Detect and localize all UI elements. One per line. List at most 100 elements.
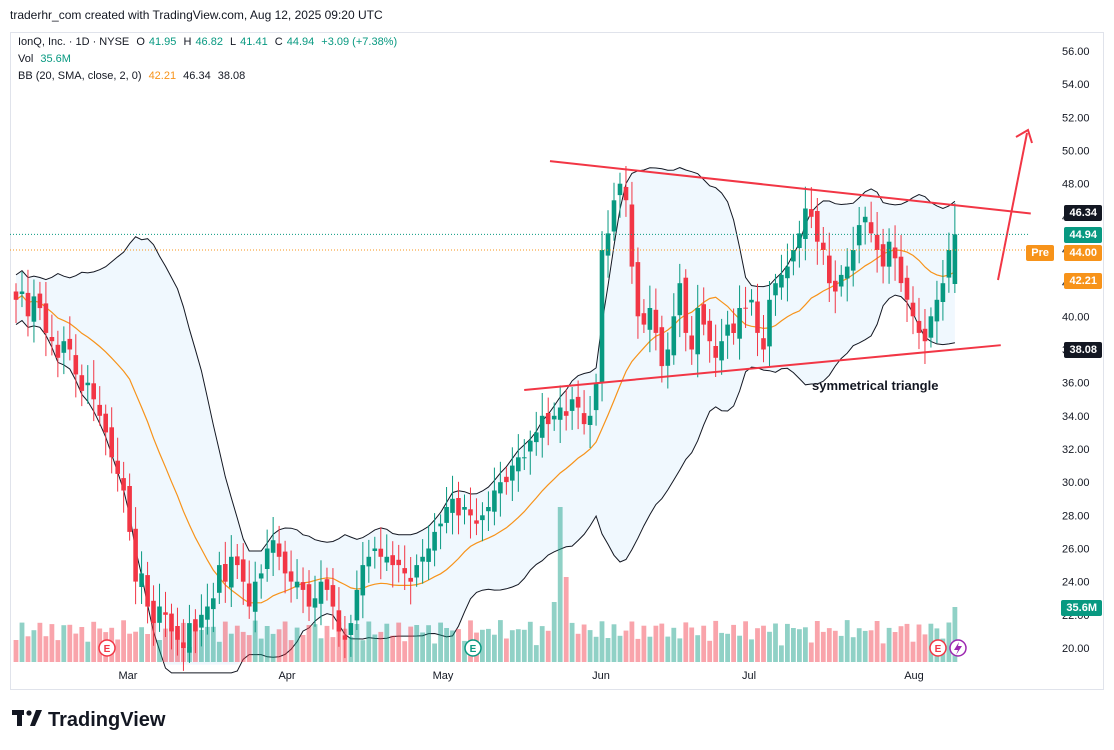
candle[interactable]: [629, 181, 635, 284]
candle[interactable]: [426, 525, 431, 580]
split-event-marker[interactable]: [949, 639, 967, 657]
candle[interactable]: [444, 487, 449, 534]
candle[interactable]: [294, 559, 300, 600]
candle[interactable]: [761, 315, 766, 363]
candle[interactable]: [19, 272, 25, 308]
candle[interactable]: [611, 182, 617, 241]
candle[interactable]: [211, 582, 216, 633]
candle[interactable]: [157, 583, 162, 632]
candle[interactable]: [264, 529, 270, 582]
candle[interactable]: [486, 491, 491, 531]
candle[interactable]: [856, 207, 862, 264]
candle[interactable]: [103, 404, 108, 456]
candle[interactable]: [462, 494, 467, 525]
candle[interactable]: [360, 542, 366, 619]
candle[interactable]: [181, 619, 186, 671]
candle[interactable]: [85, 365, 91, 404]
candle[interactable]: [755, 283, 760, 357]
candle[interactable]: [599, 231, 605, 402]
candle[interactable]: [886, 228, 892, 284]
candle[interactable]: [456, 481, 461, 535]
candle[interactable]: [623, 166, 629, 217]
candle[interactable]: [91, 360, 96, 422]
bb-legend[interactable]: BB (20, SMA, close, 2, 0) 42.21 46.34 38…: [18, 70, 249, 82]
candle[interactable]: [217, 551, 222, 604]
candle[interactable]: [587, 396, 593, 448]
candle[interactable]: [504, 467, 509, 495]
candle[interactable]: [348, 614, 354, 657]
candle[interactable]: [749, 289, 754, 316]
candle[interactable]: [581, 390, 587, 435]
candle[interactable]: [510, 447, 515, 501]
candle[interactable]: [731, 308, 736, 345]
candle[interactable]: [719, 318, 724, 375]
candle[interactable]: [246, 560, 252, 619]
volume-legend[interactable]: Vol 35.6M: [18, 53, 75, 65]
candle[interactable]: [270, 517, 276, 576]
candle[interactable]: [79, 364, 85, 407]
triangle-lower-trendline[interactable]: [524, 344, 1001, 391]
candle[interactable]: [127, 473, 132, 541]
candle[interactable]: [169, 603, 174, 650]
candle[interactable]: [946, 232, 952, 293]
candle[interactable]: [67, 316, 73, 361]
candle[interactable]: [539, 393, 545, 458]
candle[interactable]: [779, 254, 784, 300]
breakout-arrow-shaft[interactable]: [997, 132, 1028, 281]
candle[interactable]: [815, 198, 820, 265]
candle[interactable]: [898, 235, 904, 292]
candle[interactable]: [420, 539, 425, 584]
candle[interactable]: [557, 385, 563, 443]
candle[interactable]: [737, 285, 742, 360]
candle[interactable]: [617, 172, 623, 218]
candle[interactable]: [330, 568, 336, 630]
candle[interactable]: [109, 407, 114, 474]
candle[interactable]: [647, 285, 653, 353]
candle[interactable]: [659, 315, 665, 383]
candle[interactable]: [605, 210, 611, 278]
candle[interactable]: [276, 525, 282, 571]
candle[interactable]: [474, 498, 479, 536]
candle[interactable]: [336, 587, 342, 647]
candle[interactable]: [133, 507, 138, 605]
candle[interactable]: [653, 288, 659, 351]
candle[interactable]: [312, 575, 318, 627]
candle[interactable]: [306, 570, 312, 621]
candle[interactable]: [31, 279, 37, 343]
candle[interactable]: [193, 609, 198, 654]
candle[interactable]: [432, 513, 437, 567]
candle[interactable]: [43, 282, 49, 357]
candle[interactable]: [13, 283, 19, 323]
candle[interactable]: [384, 534, 390, 571]
candle[interactable]: [139, 551, 144, 604]
candle[interactable]: [665, 332, 671, 389]
candle[interactable]: [97, 386, 102, 426]
candle[interactable]: [55, 330, 61, 378]
candle[interactable]: [378, 527, 384, 580]
candle[interactable]: [671, 293, 677, 365]
candle[interactable]: [922, 309, 928, 364]
candle[interactable]: [229, 535, 234, 607]
candle[interactable]: [534, 411, 539, 456]
candle[interactable]: [342, 616, 348, 659]
candle[interactable]: [402, 545, 407, 590]
candle[interactable]: [803, 186, 808, 261]
candle[interactable]: [880, 228, 886, 284]
candle[interactable]: [37, 281, 43, 321]
candle[interactable]: [785, 243, 790, 302]
candle[interactable]: [677, 263, 683, 338]
candle[interactable]: [701, 287, 706, 336]
candle[interactable]: [390, 541, 395, 588]
candle[interactable]: [551, 402, 557, 431]
candle[interactable]: [396, 544, 401, 583]
candle[interactable]: [516, 434, 521, 492]
candle[interactable]: [61, 326, 67, 375]
candle[interactable]: [838, 265, 844, 297]
candle[interactable]: [874, 212, 880, 273]
candle[interactable]: [569, 387, 575, 430]
candle[interactable]: [767, 281, 772, 367]
candle[interactable]: [635, 247, 641, 339]
candle[interactable]: [372, 536, 378, 569]
candle[interactable]: [844, 248, 850, 302]
candle[interactable]: [683, 269, 689, 352]
